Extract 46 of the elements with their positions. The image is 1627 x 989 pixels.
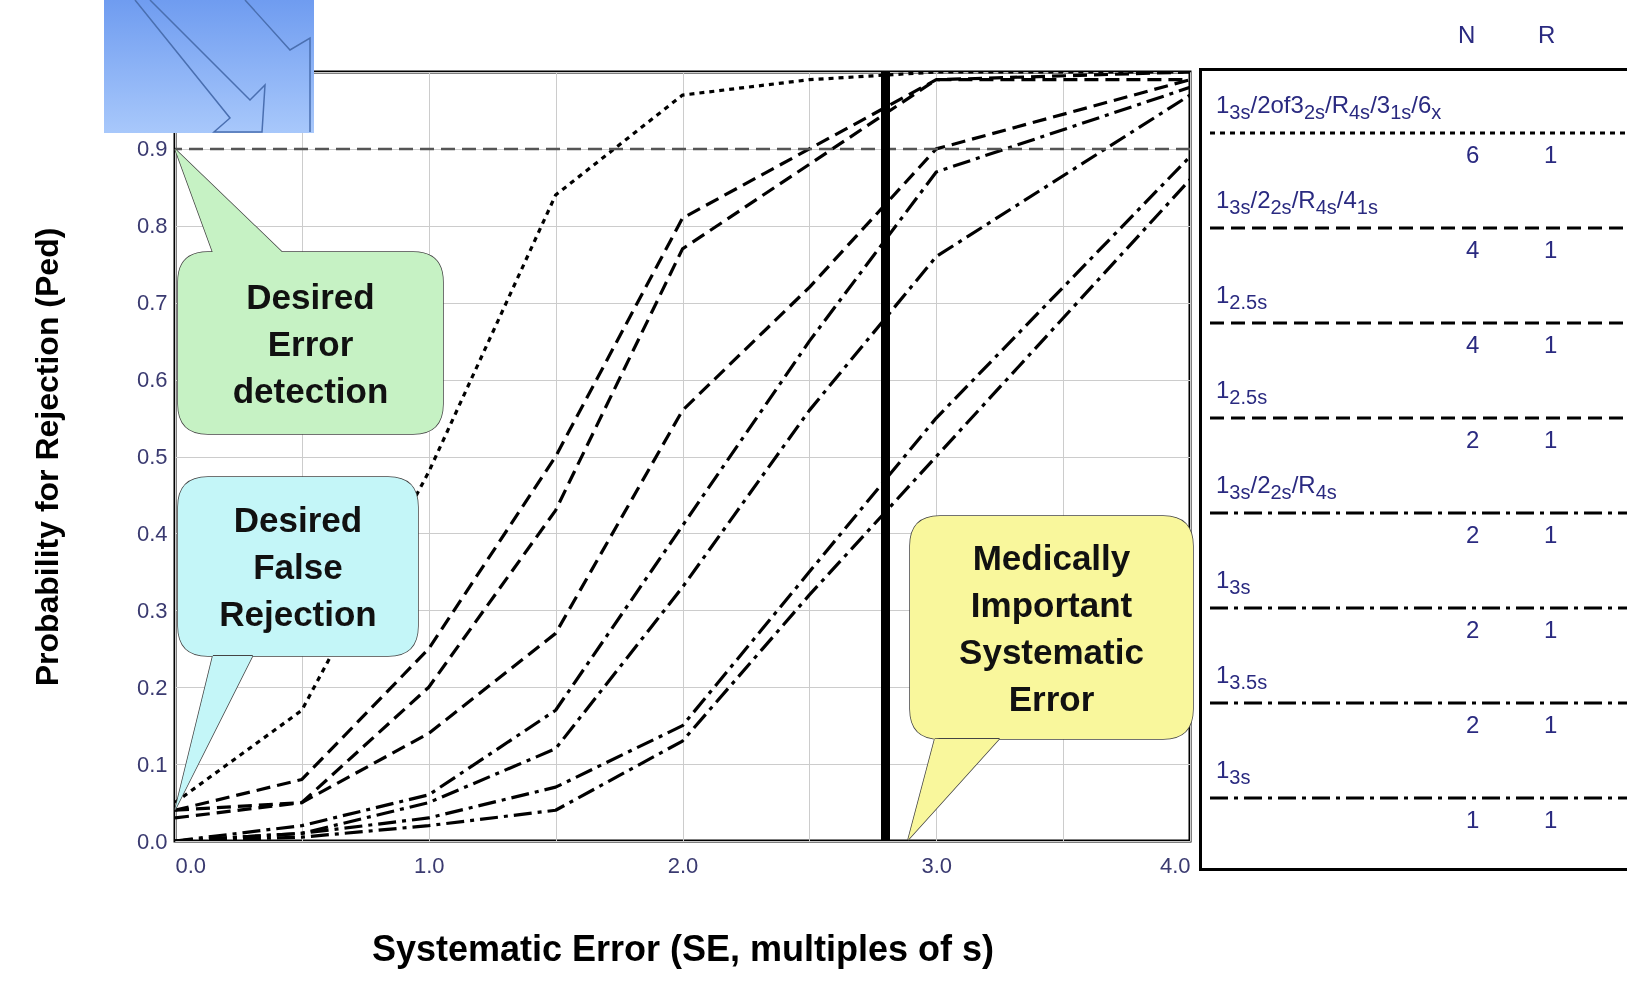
text: 1 xyxy=(1544,331,1558,359)
text: 2 xyxy=(1466,426,1480,454)
y-tick-label: 0.4 xyxy=(136,520,168,546)
text: 1$_{3s}$ xyxy=(1216,756,1251,789)
text: 1 xyxy=(1544,616,1558,644)
y-tick-label: 0.9 xyxy=(136,136,168,162)
y-tick-label: 0.2 xyxy=(136,674,168,700)
text: 2 xyxy=(1466,616,1480,644)
text: 1$_{3s}$/2of3$_{2s}$/R$_{4s}$/3$_{1s}$/6$_{x}$ xyxy=(1216,91,1442,123)
text: 1 xyxy=(1544,711,1558,739)
y-tick-label: 0.5 xyxy=(136,444,168,469)
y-axis-title: Probability for Rejection (Ped) xyxy=(28,227,65,687)
text: 2 xyxy=(1466,711,1480,739)
y-tick-label: 0.0 xyxy=(136,828,168,854)
y-tick-label: 0.6 xyxy=(136,367,168,393)
text: 1$_{3.5s}$ xyxy=(1216,661,1268,694)
text: 1$_{2.5s}$ xyxy=(1216,281,1268,314)
text: 6 xyxy=(1466,141,1480,169)
x-tick-label: 4.0 xyxy=(1159,852,1191,878)
text: 1$_{2.5s}$ xyxy=(1216,376,1268,409)
x-tick-label: 1.0 xyxy=(413,852,445,878)
text: 4 xyxy=(1466,236,1480,264)
text: 1 xyxy=(1466,806,1480,834)
text: 1 xyxy=(1544,426,1558,454)
x-tick-label: 0.0 xyxy=(175,852,207,878)
text: 1 xyxy=(1544,141,1558,169)
text: 1$_{3s}$ xyxy=(1216,566,1251,599)
text: 1$_{3s}$/2$_{2s}$/R$_{4s}$/4$_{1s}$ xyxy=(1216,186,1378,219)
y-tick-label: 0.7 xyxy=(136,290,168,316)
y-tick-label: 0.8 xyxy=(136,213,168,239)
text: 1 xyxy=(1544,806,1558,834)
text: R xyxy=(1538,21,1556,49)
annotation: Medically Important Systematic Error xyxy=(958,536,1145,720)
text: 2 xyxy=(1466,521,1480,549)
text: N xyxy=(1458,21,1476,49)
text: 4 xyxy=(1466,331,1480,359)
annotation: Desired False Rejection xyxy=(218,499,378,635)
x-tick-label: 2.0 xyxy=(667,852,699,878)
annotation: Desired Error detection xyxy=(231,275,390,412)
text: 1$_{3s}$/2$_{2s}$/R$_{4s}$ xyxy=(1216,471,1337,504)
text: 1 xyxy=(1544,236,1558,264)
x-axis-title: Systematic Error (SE, multiples of s) xyxy=(371,927,995,969)
y-tick-label: 0.3 xyxy=(136,597,168,623)
x-tick-label: 3.0 xyxy=(921,852,953,878)
text: 1 xyxy=(1544,521,1558,549)
y-tick-label: 0.1 xyxy=(136,751,168,777)
